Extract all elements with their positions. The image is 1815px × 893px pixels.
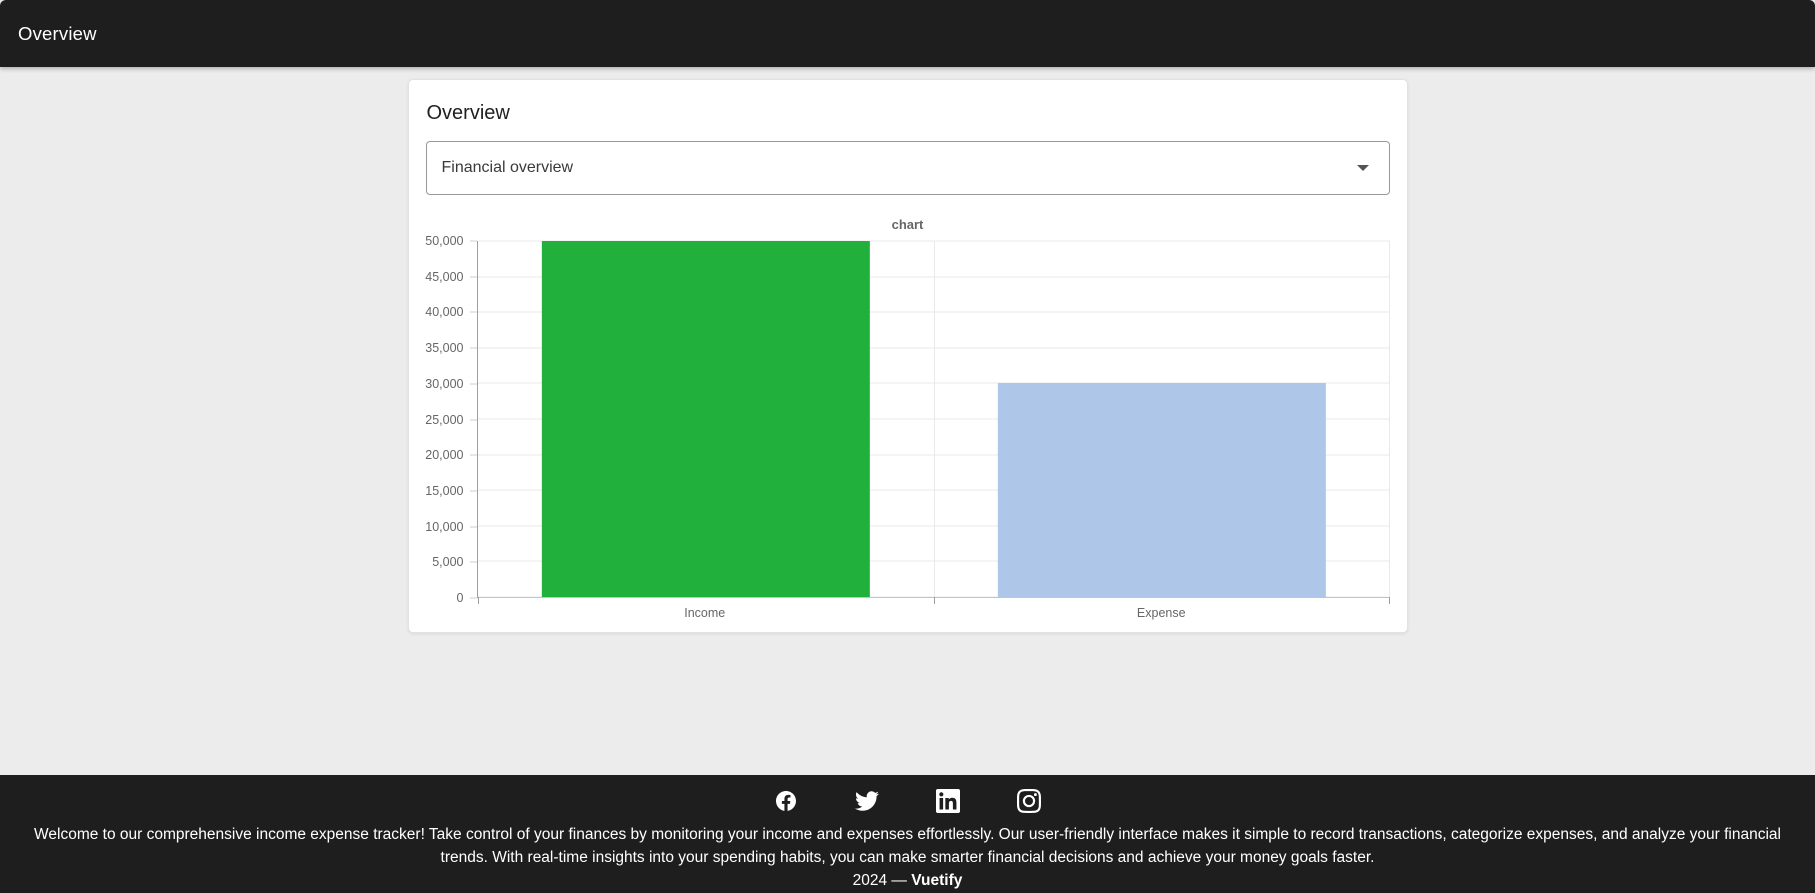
y-tick-mark — [469, 561, 477, 563]
vertical-gridline — [1388, 241, 1390, 597]
y-tick-label: 0 — [456, 591, 464, 605]
y-tick-label: 35,000 — [425, 341, 464, 356]
copyright-brand: Vuetify — [911, 872, 963, 889]
y-axis-labels: 0 5,000 10,000 15,000 20,000 25,000 30,000 35,0… — [425, 234, 477, 605]
bar-column-expense — [934, 241, 1390, 597]
x-tick-mark — [1388, 597, 1390, 604]
y-tick-mark — [469, 311, 477, 313]
bar-income — [541, 241, 870, 597]
chevron-down-icon — [1356, 165, 1369, 171]
chart-title: chart — [891, 217, 924, 232]
y-tick-label: 30,000 — [425, 376, 464, 391]
copyright: 2024 — Vuetify — [853, 872, 963, 890]
facebook-icon[interactable] — [773, 788, 799, 814]
y-tick-label: 50,000 — [425, 234, 464, 248]
bar-column-income — [478, 241, 934, 597]
overview-card: Overview Financial overview chart 0 5,000… — [407, 79, 1408, 633]
linkedin-icon[interactable] — [935, 788, 961, 814]
y-tick-mark — [469, 419, 477, 420]
y-tick-mark — [469, 526, 477, 528]
chart-body: 0 5,000 10,000 15,000 20,000 25,000 30,000 35,0… — [425, 234, 1390, 605]
vertical-gridline — [933, 241, 935, 597]
app-bar: Overview — [0, 0, 1815, 67]
app-bar-title: Overview — [18, 22, 97, 44]
x-axis-label-income: Income — [684, 606, 726, 620]
y-tick-label: 10,000 — [425, 519, 464, 534]
y-tick-label: 25,000 — [425, 412, 464, 427]
x-axis-labels: Income Expense — [477, 598, 1390, 620]
y-tick-mark — [469, 276, 477, 278]
social-icons-row — [773, 788, 1042, 814]
y-tick-mark — [469, 490, 477, 492]
copyright-year: 2024 — — [852, 872, 907, 889]
footer: Welcome to our comprehensive income expe… — [0, 775, 1815, 893]
plot-area — [476, 240, 1390, 604]
bar-expense — [997, 383, 1326, 597]
y-tick-mark — [469, 347, 477, 349]
y-tick-mark — [469, 597, 477, 599]
y-tick-label: 5,000 — [432, 555, 464, 570]
y-tick-mark — [469, 383, 477, 385]
twitter-icon[interactable] — [854, 788, 880, 814]
y-tick-mark — [469, 240, 477, 242]
main-content: Overview Financial overview chart 0 5,000… — [0, 67, 1815, 775]
instagram-icon[interactable] — [1016, 788, 1042, 814]
x-tick-mark — [477, 597, 479, 604]
select-value: Financial overview — [441, 159, 574, 176]
y-tick-label: 45,000 — [425, 269, 464, 284]
y-tick-label: 15,000 — [425, 483, 464, 498]
x-axis-label-expense: Expense — [1136, 606, 1186, 620]
financial-overview-select[interactable]: Financial overview — [425, 141, 1390, 195]
footer-description: Welcome to our comprehensive income expe… — [34, 826, 1781, 866]
bar-chart: chart 0 5,000 10,000 15,000 20,000 25,000 30,0… — [425, 217, 1390, 620]
card-title: Overview — [426, 102, 510, 124]
y-tick-label: 20,000 — [425, 448, 464, 463]
y-tick-mark — [469, 454, 477, 456]
y-tick-label: 40,000 — [425, 305, 464, 320]
x-tick-mark — [933, 597, 935, 604]
